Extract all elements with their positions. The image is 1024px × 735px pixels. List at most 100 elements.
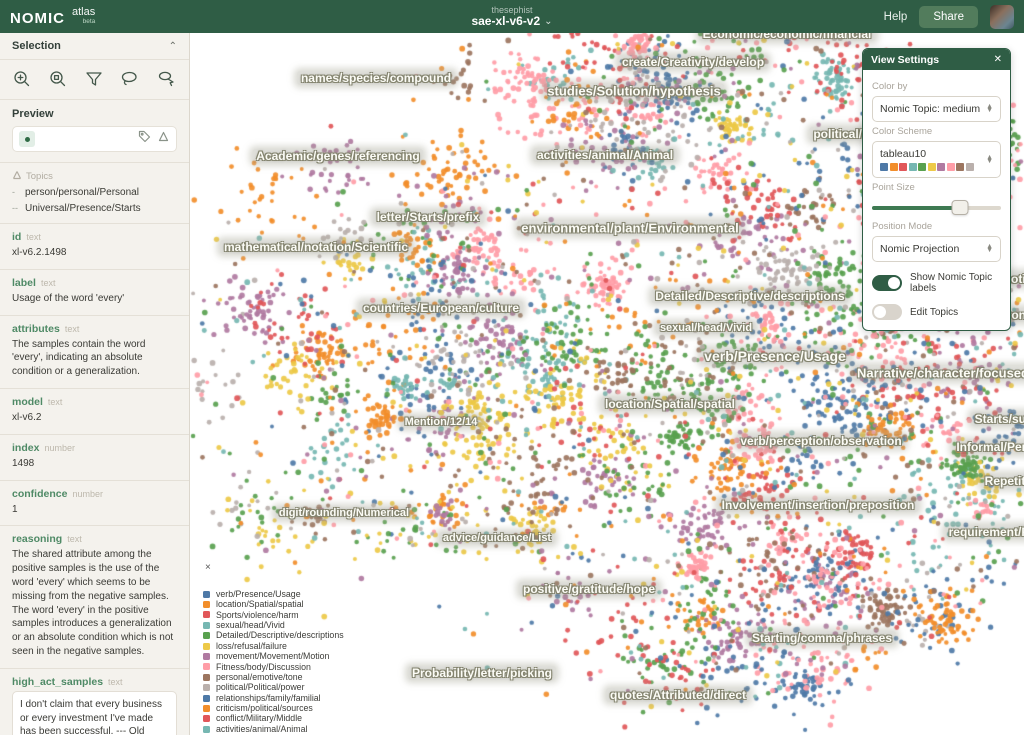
selection-sidebar[interactable]: Selection ⌃ Preview — [0, 33, 190, 735]
topic-path-item[interactable]: - person/personal/Personal — [12, 187, 177, 199]
legend-label: relationships/family/familial — [216, 692, 321, 703]
legend-label: loss/refusal/failure — [216, 640, 287, 651]
legend-item[interactable]: political/Political/power — [203, 683, 344, 693]
color-scheme-select[interactable]: tableau10 ▲ ▼ — [872, 141, 1001, 178]
legend-close-icon[interactable]: × — [205, 562, 211, 573]
map-title-dropdown[interactable]: sae-xl-v6-v2 ⌄ — [471, 14, 553, 29]
legend-label: Detailed/Descriptive/descriptions — [216, 630, 344, 641]
topic-label: mathematical/notation/Scientific — [219, 240, 413, 254]
samples-card: I don't claim that every business or eve… — [12, 690, 177, 735]
legend-item[interactable]: conflict/Military/Middle — [203, 714, 344, 724]
legend-item[interactable]: criticism/political/sources — [203, 703, 344, 713]
preview-card[interactable] — [12, 126, 177, 152]
legend-label: conflict/Military/Middle — [216, 713, 303, 724]
legend-item[interactable]: personal/emotive/tone — [203, 672, 344, 682]
share-button[interactable]: Share — [919, 5, 978, 28]
legend-label: political/Political/power — [216, 682, 305, 693]
legend-label: location/Spatial/spatial — [216, 599, 304, 610]
field-label: label text Usage of the word 'every' — [0, 268, 189, 315]
edit-topics-toggle[interactable] — [872, 304, 902, 320]
legend-item[interactable]: Sports/violence/harm — [203, 610, 344, 620]
legend-item[interactable]: movement/Movement/Motion — [203, 651, 344, 661]
slider-handle[interactable] — [951, 200, 969, 215]
legend-item[interactable]: activities/animal/Animal — [203, 724, 344, 734]
org-name: thesephist — [491, 4, 533, 15]
legend-swatch — [203, 663, 210, 671]
color-scheme-swatches — [880, 163, 974, 171]
zoom-in-icon[interactable] — [12, 69, 32, 89]
close-icon[interactable]: ✕ — [993, 54, 1002, 65]
select-caret-icon: ▲ ▼ — [986, 153, 993, 165]
topic-label: Economic/economic/financial — [698, 33, 876, 41]
user-avatar[interactable] — [990, 4, 1014, 29]
legend-item[interactable]: sexual/head/Vivid — [203, 620, 344, 630]
topic-depth-marker: - — [12, 187, 15, 197]
zoom-area-icon[interactable] — [48, 69, 68, 89]
field-type: text — [67, 534, 82, 545]
legend-swatch — [203, 725, 210, 733]
tag-icon[interactable] — [138, 130, 151, 148]
topic-label: Informal/Personal — [952, 440, 1024, 454]
legend-swatch — [203, 704, 210, 712]
topic-path-item[interactable]: -- Universal/Presence/Starts — [12, 203, 177, 215]
point-size-slider[interactable] — [872, 199, 1001, 217]
legend-item[interactable]: loss/refusal/failure — [203, 641, 344, 651]
color-by-label: Color by — [872, 81, 908, 92]
topic-label: Involvement/insertion/preposition — [717, 498, 919, 512]
topic-label: advice/guidance/List — [438, 532, 556, 544]
position-mode-select[interactable]: Nomic Projection ▲ ▼ — [872, 236, 1001, 262]
filter-icon[interactable] — [84, 69, 104, 89]
legend-swatch — [203, 621, 210, 629]
chevron-down-icon: ⌄ — [544, 15, 553, 27]
show-labels-toggle[interactable] — [872, 275, 902, 291]
topic-label: names/species/compound — [296, 71, 456, 85]
lasso-icon[interactable] — [120, 69, 140, 89]
collapse-chevron-icon[interactable]: ⌃ — [168, 40, 177, 52]
topic-label: verb/Presence/Usage — [700, 348, 850, 364]
show-labels-toggle-row[interactable]: Show Nomic Topic labels — [872, 272, 1001, 294]
preview-point-chip — [19, 131, 35, 147]
position-mode-label: Position Mode — [872, 221, 933, 232]
help-button[interactable]: Help — [883, 10, 908, 23]
topic-label: digit/rounding/Numerical — [274, 507, 414, 519]
legend-swatch — [203, 590, 210, 598]
edit-topics-toggle-row[interactable]: Edit Topics — [872, 304, 1001, 320]
field-type: text — [64, 323, 80, 334]
field-index: index number 1498 — [0, 433, 189, 480]
legend-item[interactable]: Fitness/body/Discussion — [203, 662, 344, 672]
field-value: 1 — [12, 503, 18, 515]
topic-label: Repetition — [980, 474, 1024, 488]
legend-item[interactable]: Detailed/Descriptive/descriptions — [203, 631, 344, 641]
show-labels-label: Show Nomic Topic labels — [910, 272, 993, 294]
field-reasoning: reasoning text The shared attribute among … — [0, 525, 189, 667]
legend-item[interactable]: location/Spatial/spatial — [203, 599, 344, 609]
topic-label: Detailed/Descriptive/descriptions — [651, 289, 849, 303]
selection-title: Selection — [12, 40, 61, 52]
legend-item[interactable]: relationships/family/familial — [203, 693, 344, 703]
lasso-select-icon[interactable] — [156, 69, 176, 89]
legend-swatch — [203, 715, 210, 723]
legend-swatch — [203, 653, 210, 661]
topic-label: Starts/suffixes — [970, 412, 1024, 426]
topic-label: letter/Starts/prefix — [372, 210, 484, 224]
legend-swatch — [203, 611, 210, 619]
map-area[interactable]: Economic/economic/financial create/Creati… — [190, 33, 1024, 735]
field-confidence: confidence number 1 — [0, 479, 189, 526]
field-value: The shared attribute among the positive … — [12, 549, 174, 657]
legend-item[interactable]: verb/Presence/Usage — [203, 589, 344, 599]
legend-swatch — [203, 673, 210, 681]
nomic-atlas-logo[interactable]: NOMIC atlas beta — [10, 7, 95, 26]
legend-label: personal/emotive/tone — [216, 671, 303, 682]
field-name: attributes — [12, 322, 60, 335]
topics-section: Topics - person/personal/Personal -- Uni… — [0, 162, 189, 223]
color-by-select[interactable]: Nomic Topic: medium ▲ ▼ — [872, 96, 1001, 122]
field-name: model — [12, 395, 43, 408]
topic-label: environmental/plant/Environmental — [517, 220, 743, 236]
field-name: label — [12, 276, 36, 289]
hierarchy-icon[interactable] — [157, 130, 170, 148]
topic-label: studies/Solution/hypothesis — [543, 83, 725, 99]
legend-label: activities/animal/Animal — [216, 723, 308, 734]
field-type: text — [40, 277, 56, 288]
position-mode-value: Nomic Projection — [880, 243, 960, 255]
legend-label: verb/Presence/Usage — [216, 588, 301, 599]
